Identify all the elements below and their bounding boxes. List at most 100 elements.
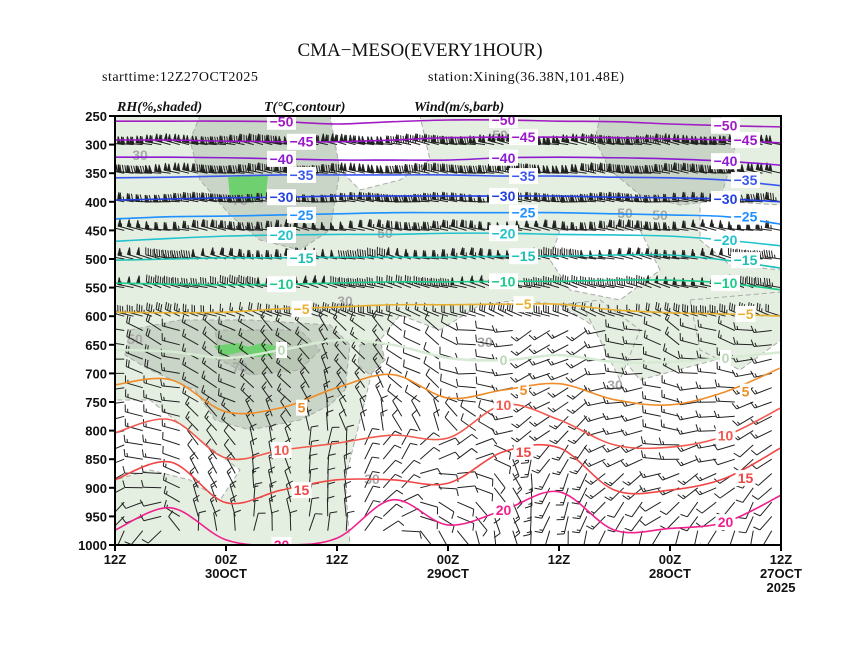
wind-barb — [751, 487, 773, 500]
wind-barb — [136, 247, 153, 260]
wind-barb — [182, 162, 199, 174]
wind-barb — [696, 364, 717, 374]
wind-barb — [440, 329, 458, 346]
legend-temperature: T(°C,contour) — [264, 100, 345, 115]
wind-barb — [348, 162, 365, 174]
isotherm-label: −35 — [512, 168, 536, 184]
wind-barb — [323, 366, 331, 388]
wind-barb — [376, 219, 393, 231]
wind-barb — [143, 390, 162, 403]
contour-label-bg — [291, 300, 312, 317]
wind-barb — [401, 442, 418, 460]
wind-barb — [372, 352, 384, 374]
wind-barb — [676, 413, 698, 421]
wind-barb — [162, 445, 180, 460]
wind-barb — [571, 473, 588, 491]
wind-barb — [551, 220, 569, 231]
wind-barb — [717, 330, 735, 346]
wind-barb — [117, 164, 134, 174]
wind-barb — [285, 480, 293, 503]
wind-barb — [566, 344, 588, 356]
wind-barb — [639, 515, 662, 526]
isotherm-label: −30 — [270, 189, 294, 205]
y-tick-label: 450 — [85, 223, 107, 238]
wind-barb — [690, 219, 708, 231]
wind-barb — [694, 455, 717, 463]
wind-barb — [238, 341, 255, 360]
wind-barb — [229, 302, 245, 317]
wind-barb — [280, 409, 292, 431]
wind-barb — [477, 221, 495, 231]
wind-barb — [351, 354, 366, 374]
wind-barb — [455, 336, 476, 346]
wind-barb — [364, 515, 383, 531]
wind-barb — [583, 530, 588, 545]
wind-barb — [570, 163, 587, 174]
wind-barb — [607, 219, 624, 231]
wind-barb — [556, 501, 569, 521]
wind-barb — [185, 411, 199, 431]
contour-label-bg — [715, 427, 736, 444]
wind-barb — [172, 162, 190, 174]
wind-barb — [604, 487, 625, 501]
isotherm-label: −5 — [294, 301, 310, 317]
y-tick-label: 250 — [85, 109, 107, 124]
isotherm-label: −5 — [516, 296, 532, 312]
wind-barb — [403, 329, 421, 346]
wind-barb — [144, 134, 162, 146]
wind-barb — [403, 221, 421, 231]
wind-barb — [491, 413, 513, 421]
wind-barb — [162, 472, 180, 489]
wind-barb — [240, 368, 255, 389]
isotherm-label: −50 — [492, 112, 516, 128]
wind-barb — [622, 321, 643, 331]
contour-label-bg — [498, 352, 509, 369]
wind-barb — [145, 247, 162, 260]
wind-barb — [364, 456, 380, 474]
wind-barb — [261, 366, 273, 388]
isotherm-label: −30 — [714, 191, 738, 207]
contour-label-bg — [513, 443, 534, 460]
wind-barb — [349, 312, 366, 331]
wind-barb — [326, 495, 335, 517]
wind-barb — [339, 221, 356, 231]
isotherm-label: 20 — [496, 502, 512, 518]
y-tick-label: 650 — [85, 338, 107, 353]
wind-barb — [161, 404, 180, 417]
wind-barb — [534, 487, 551, 505]
isotherm-line — [115, 211, 781, 225]
wind-barb — [431, 220, 449, 231]
wind-barb — [394, 164, 412, 174]
wind-barb — [713, 410, 735, 419]
wind-barb — [644, 164, 661, 174]
wind-barb — [182, 328, 199, 346]
y-tick-label: 800 — [85, 424, 107, 439]
wind-barb — [755, 277, 772, 289]
wind-barb — [604, 363, 624, 374]
isotherm-label: −30 — [492, 188, 516, 204]
contour-label-bg — [296, 399, 307, 416]
isotherm-label: −15 — [512, 248, 536, 264]
wind-barb — [209, 494, 218, 517]
contour-label-bg — [735, 470, 756, 487]
wind-barb — [660, 419, 680, 432]
wind-barb — [475, 390, 495, 403]
wind-barb — [602, 458, 624, 468]
wind-barb — [425, 382, 440, 403]
wind-barb — [528, 330, 551, 341]
wind-barb — [299, 366, 310, 388]
wind-barb — [523, 277, 541, 289]
wind-barb — [533, 219, 550, 231]
isotherm-line — [115, 232, 781, 247]
wind-barb — [265, 394, 273, 417]
wind-barb — [364, 485, 381, 503]
wind-barb — [260, 310, 273, 331]
wind-barb — [677, 365, 698, 374]
x-tick-label: 00Z — [659, 552, 681, 567]
wind-barb — [641, 391, 661, 403]
wind-barb — [163, 485, 181, 503]
wind-barb — [677, 473, 699, 486]
wind-barb — [327, 511, 338, 531]
